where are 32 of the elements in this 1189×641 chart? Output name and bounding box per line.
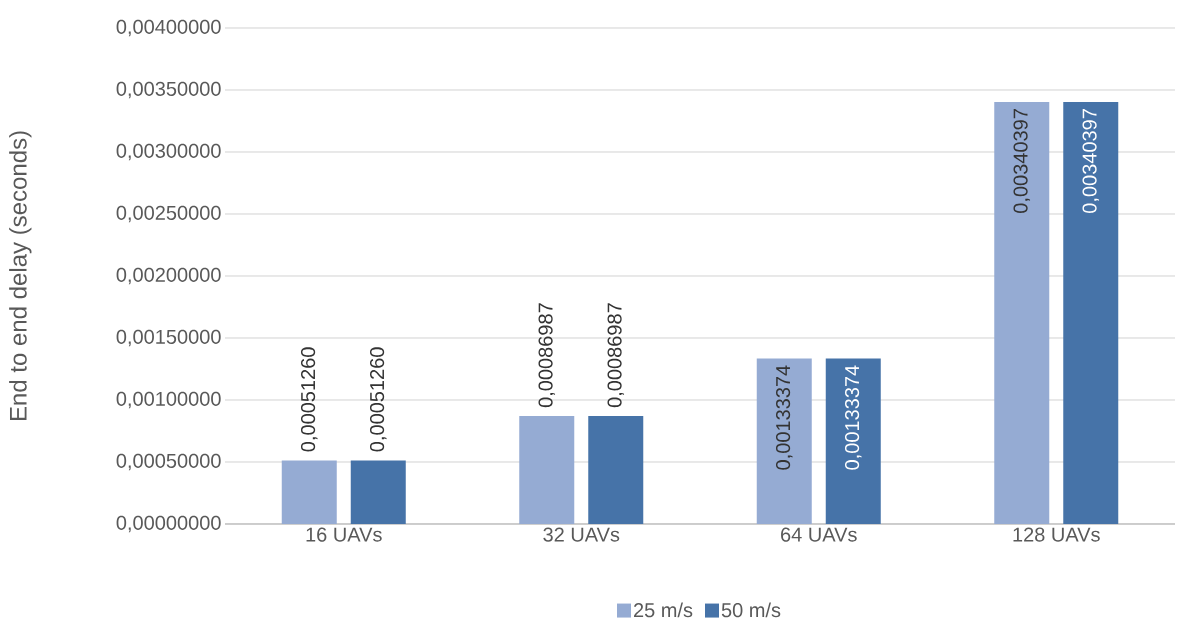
x-tick-label: 32 UAVs: [543, 527, 620, 542]
data-label: 0,00133374: [775, 365, 793, 470]
y-tick-label: 0,00200000: [116, 267, 221, 285]
data-label: 0,00051260: [369, 347, 387, 452]
bar: [1063, 101, 1119, 524]
bar: [756, 358, 812, 524]
data-label: 0,00051260: [300, 347, 318, 452]
x-tick-label: 128 UAVs: [1013, 527, 1100, 542]
bar: [281, 460, 337, 524]
y-tick-label: 0,00300000: [116, 143, 221, 161]
x-tick-label: 64 UAVs: [781, 527, 857, 542]
bar: [350, 460, 406, 524]
data-label: 0,00340397: [1082, 109, 1100, 213]
y-axis-title: End to end delay (seconds): [9, 131, 32, 421]
y-tick-label: 0,00400000: [116, 19, 221, 37]
y-tick-label: 0,00000000: [116, 515, 221, 533]
bar: [588, 416, 644, 524]
bar: [825, 358, 881, 524]
y-tick-label: 0,00350000: [116, 81, 221, 99]
data-label: 0,00133374: [844, 365, 862, 470]
data-label: 0,00086987: [607, 303, 625, 408]
data-label: 0,00086987: [538, 303, 556, 408]
y-tick-label: 0,00250000: [116, 205, 221, 223]
bar: [994, 101, 1050, 524]
y-tick-label: 0,00100000: [116, 391, 221, 409]
legend-label: 50 m/s: [721, 602, 781, 618]
y-tick-label: 0,00050000: [116, 453, 221, 471]
y-tick-label: 0,00150000: [116, 329, 221, 347]
bar: [519, 416, 575, 524]
data-label: 0,00340397: [1013, 109, 1031, 213]
legend-label: 25 m/s: [633, 602, 693, 618]
x-tick-label: 16 UAVs: [306, 527, 382, 542]
